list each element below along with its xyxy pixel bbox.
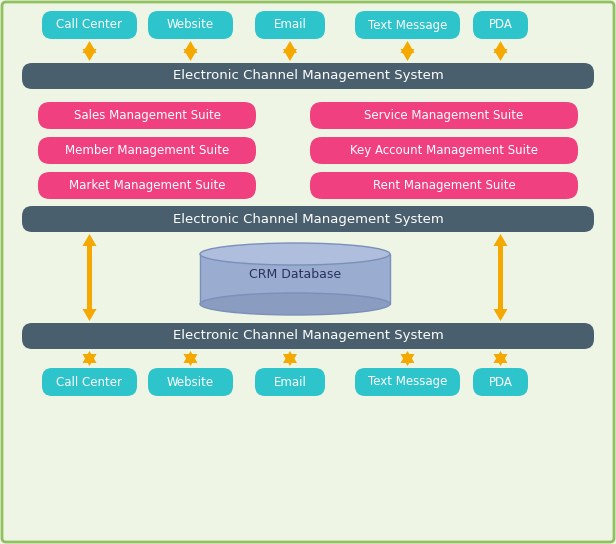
FancyBboxPatch shape — [200, 254, 390, 304]
Polygon shape — [400, 354, 415, 366]
FancyBboxPatch shape — [355, 11, 460, 39]
FancyBboxPatch shape — [38, 172, 256, 199]
FancyBboxPatch shape — [87, 246, 92, 309]
Polygon shape — [83, 234, 97, 246]
FancyBboxPatch shape — [498, 354, 503, 363]
Text: Email: Email — [274, 375, 306, 388]
Polygon shape — [493, 309, 508, 321]
Polygon shape — [283, 41, 297, 53]
Polygon shape — [83, 49, 97, 61]
Text: Text Message: Text Message — [368, 18, 447, 32]
FancyBboxPatch shape — [405, 354, 410, 363]
FancyBboxPatch shape — [288, 49, 293, 53]
Text: Call Center: Call Center — [57, 375, 123, 388]
FancyBboxPatch shape — [355, 368, 460, 396]
Polygon shape — [400, 351, 415, 363]
FancyBboxPatch shape — [148, 11, 233, 39]
FancyBboxPatch shape — [310, 137, 578, 164]
Text: PDA: PDA — [488, 18, 513, 32]
FancyBboxPatch shape — [498, 49, 503, 53]
Polygon shape — [400, 49, 415, 61]
Text: Website: Website — [167, 375, 214, 388]
FancyBboxPatch shape — [38, 137, 256, 164]
Polygon shape — [283, 354, 297, 366]
Polygon shape — [184, 354, 198, 366]
FancyBboxPatch shape — [38, 102, 256, 129]
Ellipse shape — [200, 243, 390, 265]
Text: PDA: PDA — [488, 375, 513, 388]
Ellipse shape — [200, 293, 390, 315]
FancyBboxPatch shape — [288, 354, 293, 363]
Text: Email: Email — [274, 18, 306, 32]
Polygon shape — [493, 49, 508, 61]
Text: Rent Management Suite: Rent Management Suite — [373, 179, 516, 192]
FancyBboxPatch shape — [255, 11, 325, 39]
Polygon shape — [184, 351, 198, 363]
FancyBboxPatch shape — [498, 246, 503, 309]
Polygon shape — [83, 309, 97, 321]
Polygon shape — [283, 351, 297, 363]
Polygon shape — [400, 41, 415, 53]
FancyBboxPatch shape — [87, 49, 92, 53]
Text: Website: Website — [167, 18, 214, 32]
Text: Electronic Channel Management System: Electronic Channel Management System — [172, 330, 444, 343]
Text: Call Center: Call Center — [57, 18, 123, 32]
FancyBboxPatch shape — [405, 49, 410, 53]
Text: Text Message: Text Message — [368, 375, 447, 388]
Polygon shape — [83, 41, 97, 53]
Text: Sales Management Suite: Sales Management Suite — [73, 109, 221, 122]
Polygon shape — [493, 234, 508, 246]
FancyBboxPatch shape — [188, 49, 193, 53]
Polygon shape — [493, 354, 508, 366]
Polygon shape — [83, 354, 97, 366]
FancyBboxPatch shape — [42, 11, 137, 39]
Polygon shape — [83, 351, 97, 363]
Text: Electronic Channel Management System: Electronic Channel Management System — [172, 70, 444, 83]
FancyBboxPatch shape — [148, 368, 233, 396]
Text: CRM Database: CRM Database — [249, 269, 341, 281]
FancyBboxPatch shape — [87, 354, 92, 363]
Text: Member Management Suite: Member Management Suite — [65, 144, 229, 157]
Text: Key Account Management Suite: Key Account Management Suite — [350, 144, 538, 157]
Text: Electronic Channel Management System: Electronic Channel Management System — [172, 213, 444, 226]
FancyBboxPatch shape — [188, 354, 193, 363]
FancyBboxPatch shape — [310, 172, 578, 199]
FancyBboxPatch shape — [22, 206, 594, 232]
FancyBboxPatch shape — [310, 102, 578, 129]
Polygon shape — [493, 351, 508, 363]
FancyBboxPatch shape — [473, 11, 528, 39]
Polygon shape — [493, 41, 508, 53]
FancyBboxPatch shape — [473, 368, 528, 396]
Polygon shape — [184, 41, 198, 53]
FancyBboxPatch shape — [42, 368, 137, 396]
Text: Market Management Suite: Market Management Suite — [69, 179, 225, 192]
FancyBboxPatch shape — [22, 323, 594, 349]
Polygon shape — [184, 49, 198, 61]
Polygon shape — [283, 49, 297, 61]
FancyBboxPatch shape — [22, 63, 594, 89]
FancyBboxPatch shape — [255, 368, 325, 396]
Text: Service Management Suite: Service Management Suite — [365, 109, 524, 122]
